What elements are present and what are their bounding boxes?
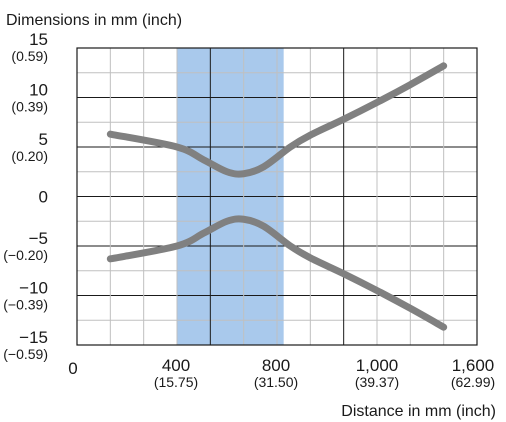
x-tick-sublabel: (15.75) [154, 374, 198, 390]
y-tick-sublabel: (−0.39) [3, 297, 48, 313]
x-tick-label: 400 [162, 356, 190, 375]
lower-boundary-line [106, 215, 448, 331]
y-tick-sublabel: (−0.20) [3, 247, 48, 263]
y-tick-sublabel: (0.59) [11, 48, 48, 64]
x-axis-title: Distance in mm (inch) [341, 403, 496, 420]
y-axis-title: Dimensions in mm (inch) [6, 12, 182, 29]
x-tick-label: 1,000 [356, 356, 399, 375]
y-tick-sublabel: (−0.59) [3, 346, 48, 362]
y-tick-label: −5 [29, 229, 48, 248]
x-tick-sublabel: (62.99) [451, 374, 495, 390]
upper-boundary-line [106, 62, 448, 178]
x-tick-label: 0 [68, 359, 77, 378]
y-tick-sublabel: (0.39) [11, 99, 48, 115]
y-tick-sublabel: (0.20) [11, 148, 48, 164]
y-tick-label: 5 [39, 130, 48, 149]
plot-frame [76, 47, 478, 346]
y-tick-label: 15 [29, 30, 48, 49]
x-tick-sublabel: (39.37) [355, 374, 399, 390]
y-tick-label: 0 [39, 188, 48, 207]
y-tick-label: −10 [19, 279, 48, 298]
x-tick-sublabel: (31.50) [254, 374, 298, 390]
y-tick-label: −15 [19, 328, 48, 347]
y-tick-label: 10 [29, 81, 48, 100]
x-tick-label: 800 [262, 356, 290, 375]
x-tick-label: 1,600 [452, 356, 495, 375]
